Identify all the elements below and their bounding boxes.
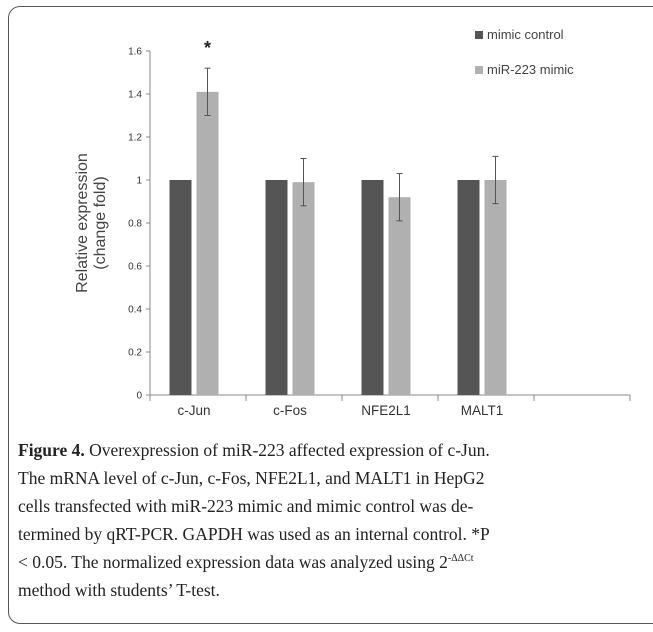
bar bbox=[361, 180, 384, 395]
y-tick-label: 0.4 bbox=[128, 305, 142, 316]
caption-line-1: Figure 4. Overexpression of miR-223 affe… bbox=[18, 440, 490, 460]
chart-labels: c-Jun c-Fos NFE2L1 MALT1 * Relative expressio… bbox=[74, 38, 503, 418]
figure-frame bbox=[8, 6, 653, 624]
chart-legend: mimic control miR-223 mimic bbox=[475, 27, 574, 77]
bar bbox=[457, 180, 480, 395]
y-tick-label: 1 bbox=[136, 176, 142, 187]
significance-marker: * bbox=[204, 38, 211, 58]
caption-line-6: method with students’ T-test. bbox=[18, 580, 220, 600]
legend-label: mimic control bbox=[487, 27, 564, 42]
bar bbox=[484, 180, 507, 395]
bar bbox=[265, 180, 288, 395]
y-tick-label: 0.8 bbox=[128, 219, 142, 230]
bar bbox=[169, 180, 192, 395]
caption-line-4: termined by qRT-PCR. GAPDH was used as a… bbox=[18, 524, 490, 544]
y-tick-label: 0.6 bbox=[128, 262, 142, 273]
y-tick-label: 0 bbox=[136, 391, 142, 402]
legend-swatch bbox=[475, 31, 483, 39]
figure-caption: Figure 4. Overexpression of miR-223 affe… bbox=[18, 436, 653, 604]
caption-line-5: < 0.05. The normalized expression data w… bbox=[18, 552, 474, 572]
y-tick-label: 0.2 bbox=[128, 348, 142, 359]
legend-swatch bbox=[475, 66, 483, 74]
caption-line-3: cells transfected with miR-223 mimic and… bbox=[18, 496, 474, 516]
bar-chart: 0 0.2 0.4 0.6 0.8 1 1.2 1.4 1.6 c-Jun c-Fos NFE2L1… bbox=[74, 27, 631, 418]
x-tick-label: c-Jun bbox=[177, 403, 210, 418]
bar bbox=[292, 182, 315, 395]
chart-bars bbox=[169, 91, 507, 395]
caption-superscript: -ΔΔCt bbox=[447, 553, 474, 564]
x-tick-label: MALT1 bbox=[461, 403, 504, 418]
y-tick-label: 1.2 bbox=[128, 133, 142, 144]
y-axis-subtitle: (change fold) bbox=[92, 176, 109, 269]
bar bbox=[388, 197, 411, 395]
chart-error-bars bbox=[204, 67, 499, 222]
y-axis-title: Relative expression bbox=[74, 153, 91, 293]
y-tick-label: 1.4 bbox=[128, 90, 142, 101]
caption-line-2: The mRNA level of c-Jun, c-Fos, NFE2L1, … bbox=[18, 468, 485, 488]
x-tick-label: NFE2L1 bbox=[361, 403, 411, 418]
x-tick-label: c-Fos bbox=[273, 403, 307, 418]
bar bbox=[196, 91, 219, 395]
legend-label: miR-223 mimic bbox=[487, 62, 574, 77]
y-tick-label: 1.6 bbox=[128, 47, 142, 58]
caption-figure-label: Figure 4. bbox=[18, 440, 85, 460]
